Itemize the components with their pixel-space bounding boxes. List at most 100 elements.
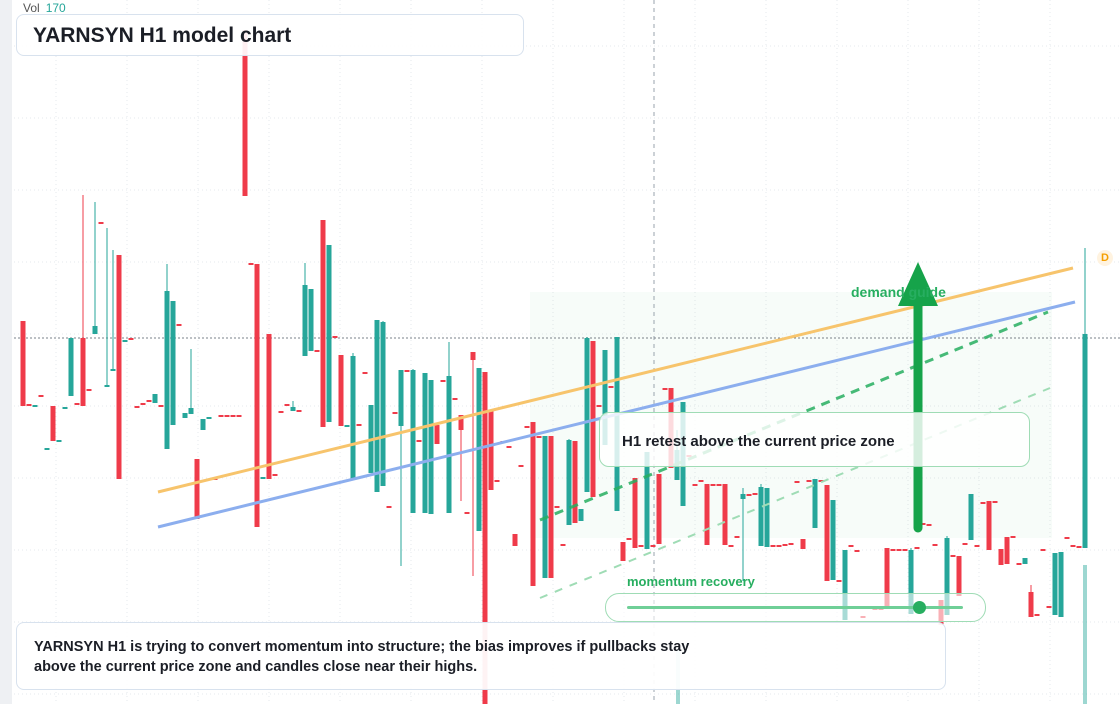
candle-body bbox=[812, 479, 818, 528]
momentum-slider-knob[interactable] bbox=[913, 601, 927, 614]
candle-body bbox=[86, 389, 92, 391]
candle-body bbox=[278, 411, 284, 413]
candle-body bbox=[770, 545, 776, 547]
candle-body bbox=[542, 436, 548, 578]
candle-body bbox=[104, 385, 110, 387]
candle-body bbox=[734, 536, 740, 538]
candle-body bbox=[188, 408, 194, 414]
candle-body bbox=[254, 264, 260, 527]
candle-body bbox=[902, 549, 908, 551]
candle-body bbox=[968, 494, 974, 540]
candle-body bbox=[572, 441, 578, 523]
candle-body bbox=[176, 324, 182, 326]
candle-body bbox=[644, 452, 650, 549]
candle-body bbox=[434, 425, 440, 444]
candle-body bbox=[1040, 549, 1046, 551]
candle-body bbox=[164, 291, 170, 449]
candle-body bbox=[818, 480, 824, 482]
candle-body bbox=[1076, 546, 1082, 548]
candle-body bbox=[998, 549, 1004, 565]
candle-body bbox=[740, 494, 746, 499]
candle-body bbox=[608, 386, 614, 388]
candle-body bbox=[206, 417, 212, 419]
candle-body bbox=[260, 477, 266, 479]
candle-body bbox=[524, 426, 530, 428]
candle-body bbox=[986, 501, 992, 550]
candle-body bbox=[890, 549, 896, 551]
candle-body bbox=[98, 222, 104, 224]
momentum-slider-track[interactable] bbox=[627, 606, 963, 609]
candle-body bbox=[1070, 545, 1076, 547]
candle-body bbox=[320, 220, 326, 427]
demand-guide-label: demand guide bbox=[851, 284, 946, 300]
candle-body bbox=[356, 424, 362, 426]
candle-body bbox=[626, 538, 632, 540]
candle-body bbox=[224, 415, 230, 417]
candle-body bbox=[794, 481, 800, 483]
candle-body bbox=[656, 474, 662, 544]
candle-body bbox=[1034, 614, 1040, 616]
candle-body bbox=[26, 404, 32, 406]
candle-body bbox=[602, 350, 608, 445]
candle-body bbox=[494, 480, 500, 482]
candle-body bbox=[248, 263, 254, 265]
candle-body bbox=[290, 407, 296, 411]
candle-body bbox=[566, 440, 572, 525]
candle-body bbox=[992, 501, 998, 503]
dividend-badge[interactable]: D bbox=[1097, 250, 1113, 266]
momentum-label: momentum recovery bbox=[627, 574, 755, 589]
candle-body bbox=[362, 372, 368, 374]
candle-body bbox=[122, 340, 128, 342]
retest-callout: H1 retest above the current price zone bbox=[599, 412, 1030, 467]
candle-body bbox=[716, 484, 722, 486]
lower-guide-line bbox=[539, 387, 1051, 599]
candle-body bbox=[68, 338, 74, 396]
candle-body bbox=[326, 245, 332, 422]
candle-body bbox=[896, 549, 902, 551]
up-arrow-icon bbox=[898, 262, 938, 306]
candle-body bbox=[980, 502, 986, 504]
candle-body bbox=[32, 405, 38, 407]
candle-body bbox=[782, 544, 788, 546]
candle-body bbox=[332, 336, 338, 338]
candle-body bbox=[560, 544, 566, 546]
candle-body bbox=[218, 415, 224, 417]
candle-body bbox=[266, 334, 272, 479]
candle-body bbox=[374, 320, 380, 492]
candle-body bbox=[884, 548, 890, 609]
candle-body bbox=[920, 523, 926, 525]
candle-body bbox=[638, 545, 644, 547]
candle-body bbox=[140, 403, 146, 405]
candle-body bbox=[302, 285, 308, 356]
candle-body bbox=[530, 422, 536, 586]
candle-body bbox=[386, 506, 392, 508]
candle-body bbox=[404, 370, 410, 372]
candle-body bbox=[704, 484, 710, 545]
chart-title: YARNSYN H1 model chart bbox=[33, 24, 292, 47]
candle-body bbox=[314, 350, 320, 352]
candle-body bbox=[806, 480, 812, 482]
candle-body bbox=[548, 436, 554, 578]
candle-body bbox=[764, 488, 770, 547]
candle-body bbox=[698, 480, 704, 482]
analysis-note-line-1: YARNSYN H1 is trying to convert momentum… bbox=[34, 639, 690, 655]
candle-body bbox=[596, 405, 602, 407]
candle-body bbox=[200, 419, 206, 430]
candle-body bbox=[446, 376, 452, 513]
volume-label: Vol bbox=[23, 1, 40, 15]
candle-body bbox=[296, 410, 302, 412]
candle-body bbox=[536, 436, 542, 438]
candle-body bbox=[308, 289, 314, 351]
candle-body bbox=[692, 484, 698, 486]
candle-body bbox=[800, 539, 806, 549]
candle-body bbox=[272, 474, 278, 476]
candle-body bbox=[830, 500, 836, 580]
candle-body bbox=[1022, 558, 1028, 564]
analysis-note-line-2: above the current price zone and candles… bbox=[34, 659, 478, 675]
left-scale-strip bbox=[0, 0, 12, 704]
candle-body bbox=[854, 550, 860, 552]
momentum-slider[interactable] bbox=[605, 593, 986, 622]
candle-body bbox=[914, 547, 920, 549]
candle-body bbox=[50, 406, 56, 441]
